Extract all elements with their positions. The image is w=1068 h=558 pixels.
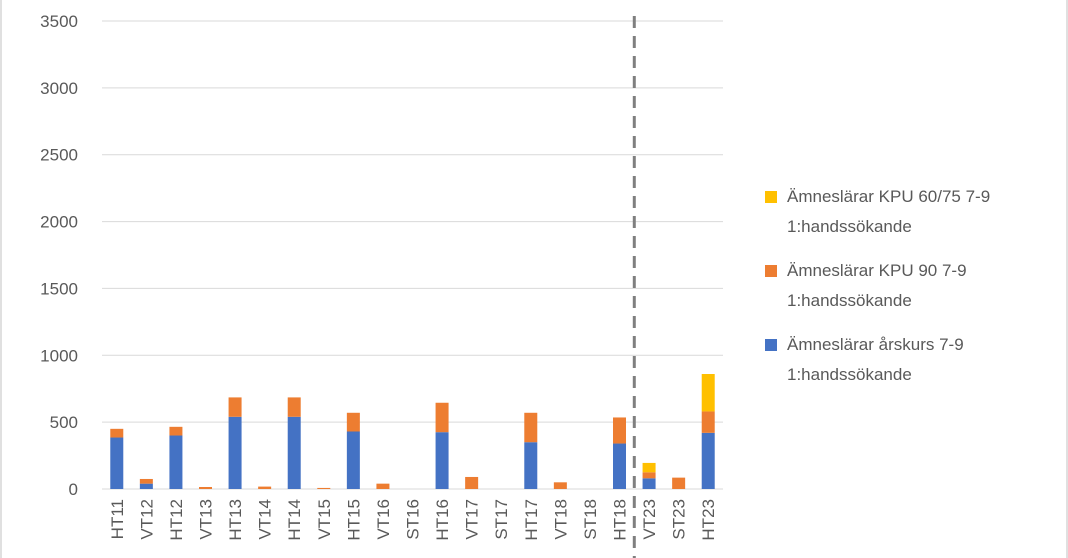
x-tick-label: HT14 xyxy=(285,499,304,541)
bar-segment-series-1 xyxy=(139,478,153,484)
y-tick-label: 3500 xyxy=(40,12,78,31)
y-tick-label: 1000 xyxy=(40,346,78,365)
bar-segment-series-0 xyxy=(642,478,656,489)
bar-segment-series-1 xyxy=(435,402,449,433)
legend-label-line2: 1:handssökande xyxy=(787,217,912,236)
bar-segment-series-1 xyxy=(287,397,301,417)
x-tick-label: HT12 xyxy=(167,499,186,541)
x-tick-label: ST16 xyxy=(404,499,423,540)
bar-segment-series-1 xyxy=(110,428,124,438)
legend-item-kpu-90: Ämneslärar KPU 90 7-9 1:handssökande xyxy=(765,256,1065,316)
x-tick-label: HT16 xyxy=(433,499,452,541)
x-tick-label: ST17 xyxy=(492,499,511,540)
x-tick-label: VT16 xyxy=(374,499,393,540)
bar-segment-series-1 xyxy=(524,412,538,443)
legend-label-line1: Ämneslärar KPU 60/75 7-9 xyxy=(787,187,991,206)
bar-segment-series-1 xyxy=(169,426,183,436)
legend-label-line2: 1:handssökande xyxy=(787,291,912,310)
bar-segment-series-0 xyxy=(228,416,242,489)
x-tick-label: HT15 xyxy=(344,499,363,541)
x-tick-label: HT23 xyxy=(699,499,718,541)
y-tick-label: 2000 xyxy=(40,213,78,232)
bar-segment-series-1 xyxy=(465,476,479,489)
legend-label-line1: Ämneslärar KPU 90 7-9 xyxy=(787,261,967,280)
x-tick-label: VT18 xyxy=(551,499,570,540)
bar-segment-series-1 xyxy=(376,483,390,489)
x-tick-label: HT17 xyxy=(522,499,541,541)
legend-item-kpu-60-75: Ämneslärar KPU 60/75 7-9 1:handssökande xyxy=(765,182,1065,242)
bar-segment-series-1 xyxy=(701,411,715,433)
bar-segment-series-1 xyxy=(346,412,360,432)
y-tick-label: 0 xyxy=(69,480,78,499)
bar-segment-series-0 xyxy=(287,416,301,489)
x-tick-label: HT18 xyxy=(611,499,630,541)
bar-segment-series-1 xyxy=(199,486,212,489)
x-tick-label: VT17 xyxy=(463,499,482,540)
x-tick-label: VT15 xyxy=(315,499,334,540)
y-tick-label: 3000 xyxy=(40,79,78,98)
bar-segment-series-1 xyxy=(317,487,331,489)
legend-swatch-arskurs-7-9 xyxy=(765,339,777,351)
y-tick-label: 1500 xyxy=(40,279,78,298)
x-tick-label: HT13 xyxy=(226,499,245,541)
stacked-bar-chart: 0 500 1000 1500 2000 2500 3000 3500 HT11 VT12 HT12… xyxy=(40,12,723,558)
legend-label-line1: Ämneslärar årskurs 7-9 xyxy=(787,335,964,354)
legend: Ämneslärar KPU 60/75 7-9 1:handssökande … xyxy=(765,182,1065,404)
bar-segment-series-1 xyxy=(228,397,242,417)
x-tick-label: ST23 xyxy=(670,499,689,540)
bar-segment-series-0 xyxy=(110,437,124,489)
bar-segment-series-0 xyxy=(346,431,360,489)
bar-segment-series-0 xyxy=(613,443,626,489)
x-tick-label: VT23 xyxy=(640,499,659,540)
y-tick-label: 500 xyxy=(50,413,78,432)
y-tick-label: 2500 xyxy=(40,146,78,165)
bar-segment-series-1 xyxy=(642,472,656,479)
legend-item-arskurs-7-9: Ämneslärar årskurs 7-9 1:handssökande xyxy=(765,330,1065,390)
bar-segment-series-2 xyxy=(642,462,656,473)
bar-segment-series-1 xyxy=(553,482,567,489)
bar-segment-series-0 xyxy=(169,435,183,489)
x-tick-label: VT13 xyxy=(197,499,216,540)
x-tick-label: VT12 xyxy=(137,499,156,540)
bar-segment-series-0 xyxy=(701,432,715,489)
bar-segment-series-1 xyxy=(613,417,626,444)
x-tick-label: ST18 xyxy=(581,499,600,540)
x-tick-label: VT14 xyxy=(256,499,275,540)
bar-segment-series-1 xyxy=(672,477,686,489)
bar-segment-series-0 xyxy=(139,483,153,489)
x-tick-label: HT11 xyxy=(108,499,127,539)
bar-segment-series-0 xyxy=(524,442,538,489)
legend-swatch-kpu-60-75 xyxy=(765,191,777,203)
legend-label-line2: 1:handssökande xyxy=(787,365,912,384)
bar-segment-series-2 xyxy=(701,374,715,412)
bar-segment-series-0 xyxy=(435,432,449,489)
bar-segment-series-1 xyxy=(258,486,272,489)
legend-swatch-kpu-90 xyxy=(765,265,777,277)
